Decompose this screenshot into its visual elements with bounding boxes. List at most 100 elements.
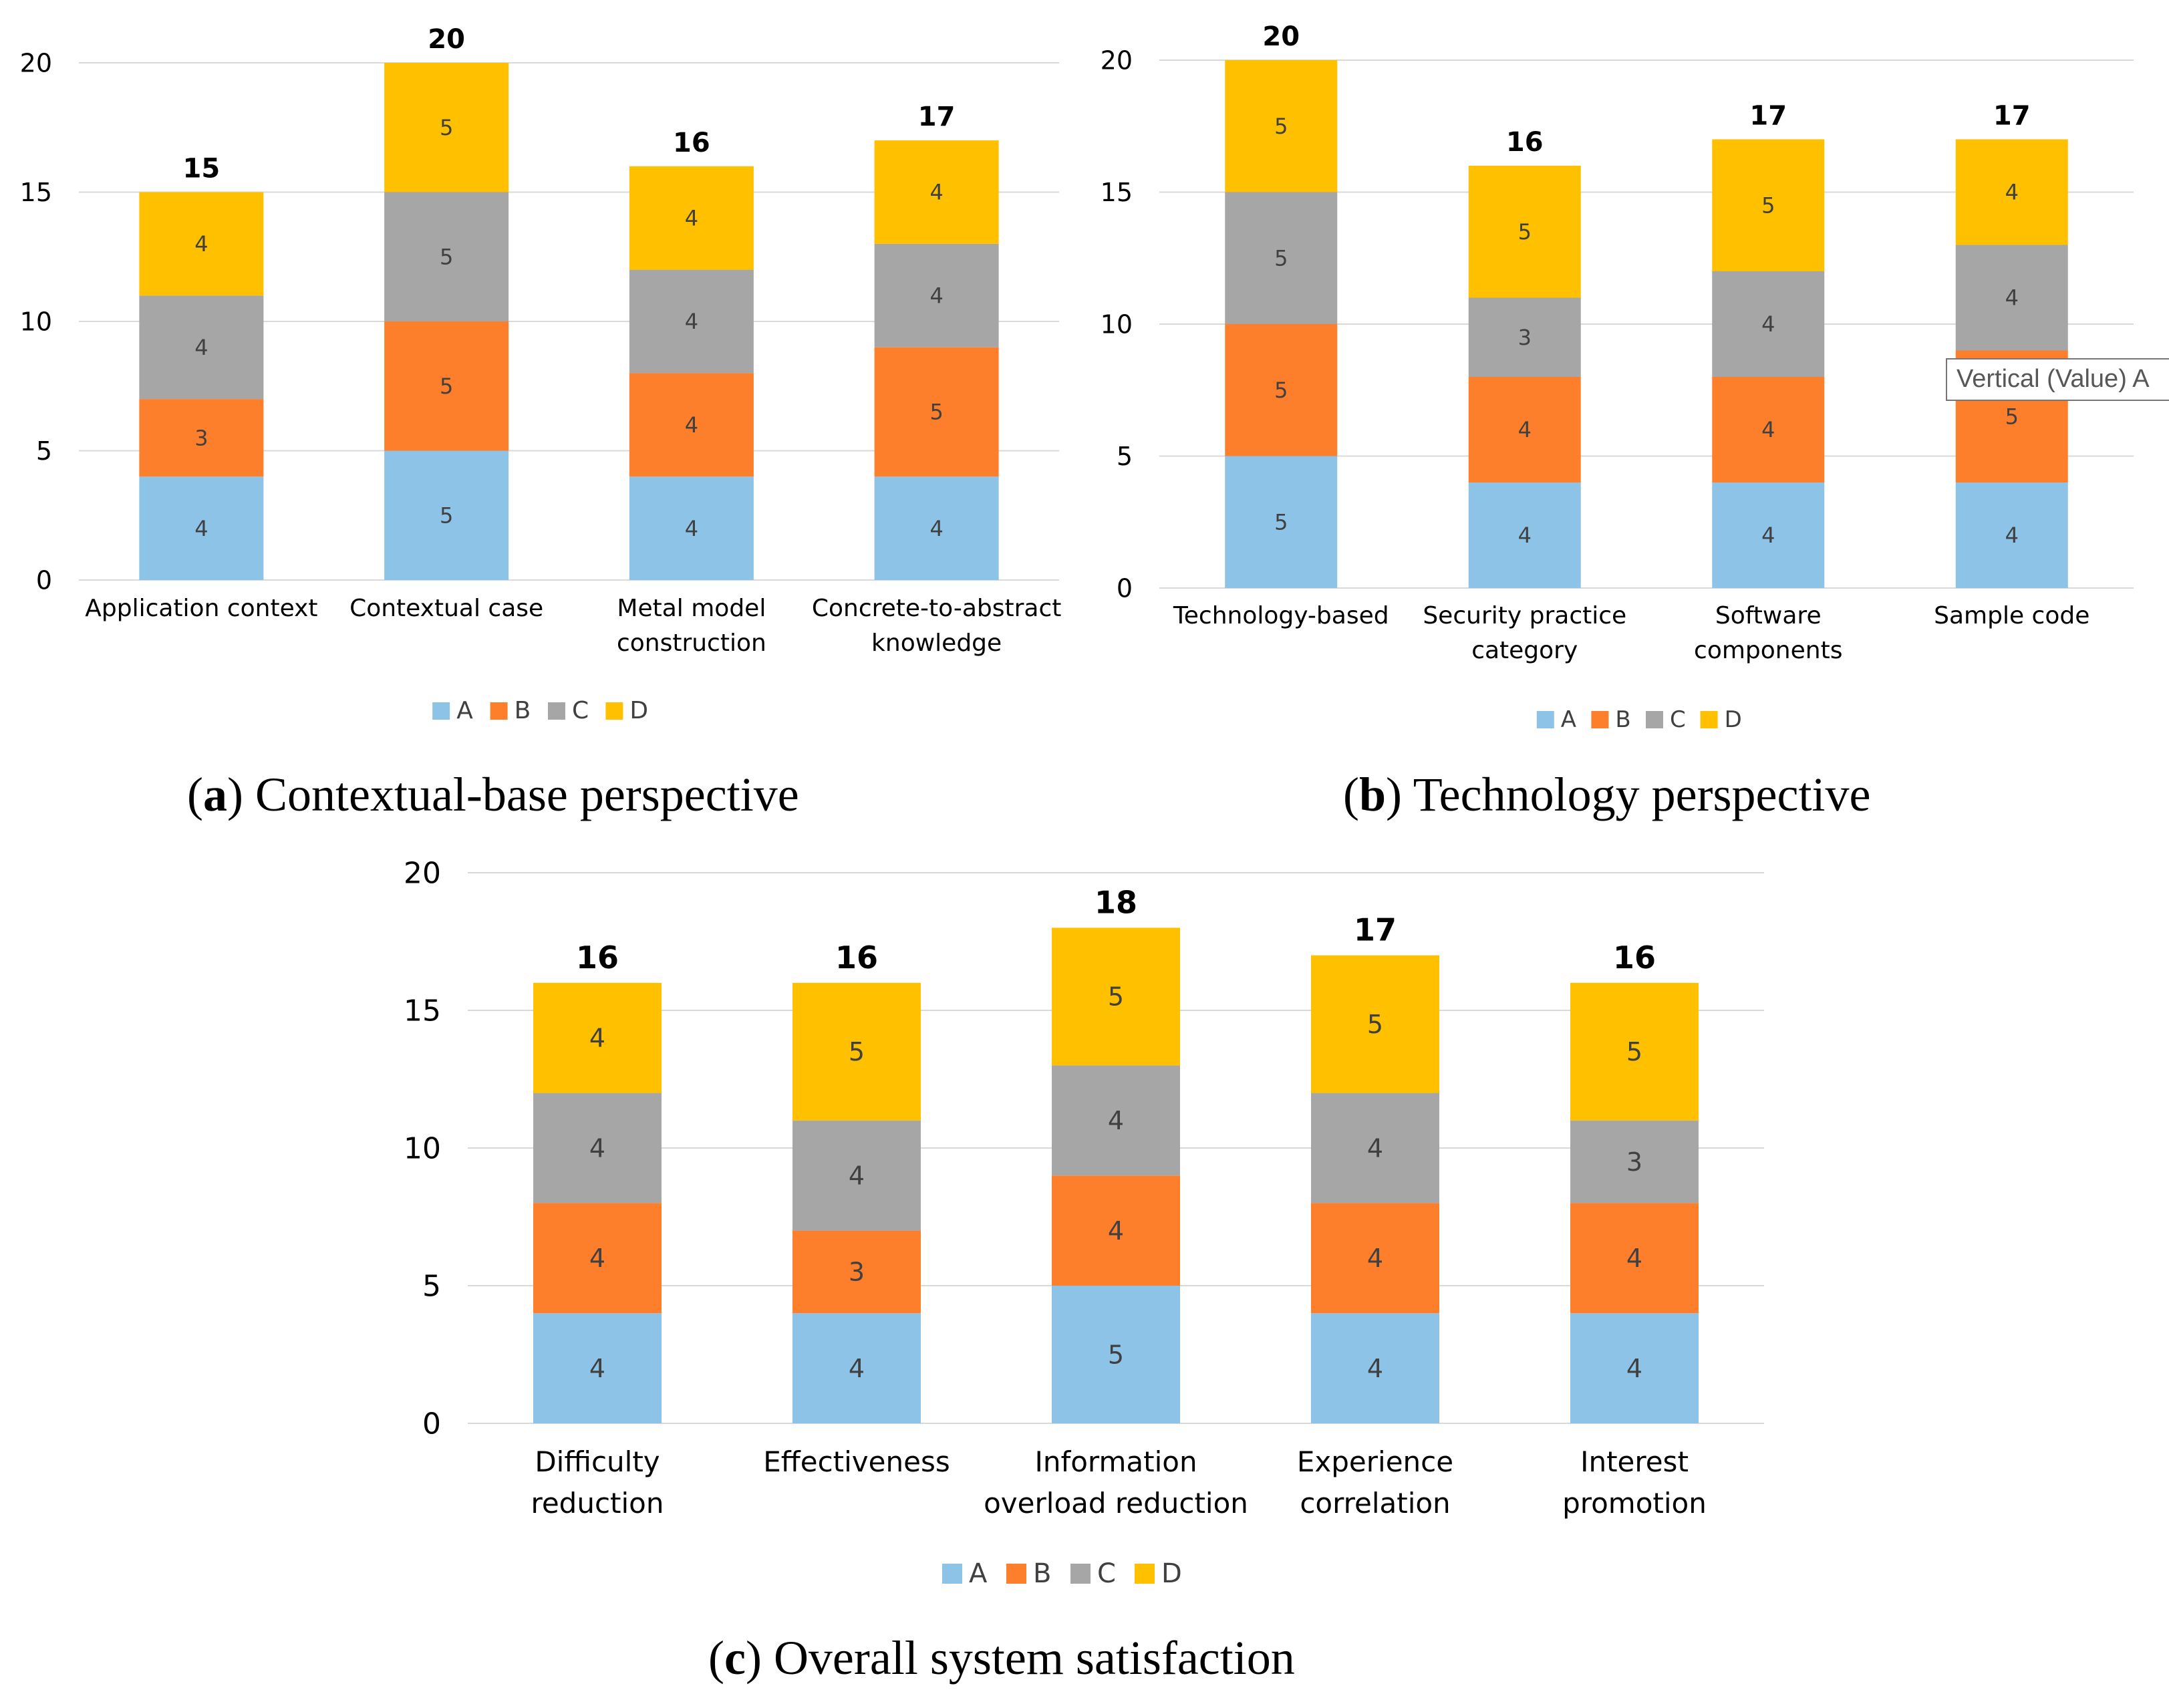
y-tick-label: 5 [36, 436, 52, 466]
legend-swatch-a [1536, 711, 1554, 728]
bar-segment-c [384, 192, 509, 321]
chart-c: 0 5 10 15 20 4 4 4 4 16 Difficulty reduction 4 3 4 5 16 E… [404, 856, 1764, 1589]
bar-segment-a [629, 476, 754, 580]
y-tick-label: 20 [404, 856, 441, 890]
legend-swatch-b [1591, 711, 1609, 728]
data-label: 5 [1274, 509, 1288, 535]
y-tick-label: 0 [1117, 573, 1133, 603]
chart-b: 0 5 10 15 20 5 5 5 5 20 Technology-based 4 4 3 5 16 Secu… [1101, 21, 2134, 733]
bar-segment-a [1225, 456, 1338, 588]
bar-segment-b [629, 373, 754, 477]
y-tick-label: 0 [36, 565, 52, 595]
y-tick-label: 10 [1101, 309, 1133, 339]
bar-segment-a [792, 1313, 921, 1423]
data-label: 4 [194, 335, 208, 360]
bar-segment-b [792, 1230, 921, 1314]
bar-segment-b [533, 1203, 662, 1314]
data-label: 5 [1626, 1037, 1642, 1066]
y-tick-label: 15 [404, 994, 441, 1028]
bar-segment-c [629, 269, 754, 374]
data-label: 4 [685, 412, 698, 438]
legend-swatch-c [1646, 711, 1663, 728]
legend-swatch-c [1070, 1564, 1091, 1584]
caption-c: (c) Overall system satisfaction [708, 1631, 1295, 1685]
total-label: 15 [183, 154, 221, 184]
total-label: 16 [1613, 940, 1656, 976]
category-label: Concrete-to-abstract knowledge [812, 595, 1062, 657]
data-label: 4 [929, 180, 943, 205]
data-label: 4 [849, 1354, 865, 1383]
data-label: 4 [2005, 285, 2019, 311]
data-label: 5 [440, 115, 453, 140]
data-label: 4 [2005, 523, 2019, 548]
legend-swatch-b [490, 702, 508, 720]
legend-swatch-a [942, 1564, 962, 1584]
category-label: Effectiveness [763, 1445, 950, 1478]
bar-segment-c [1712, 271, 1825, 377]
data-label: 3 [1626, 1147, 1642, 1177]
bar-segment-a [1570, 1313, 1699, 1423]
category-label: Technology-based [1173, 602, 1389, 629]
category-label: Interest promotion [1562, 1445, 1707, 1520]
y-tick-label: 20 [1101, 45, 1133, 75]
data-label: 4 [1367, 1133, 1383, 1163]
bar-segment-b [1468, 377, 1581, 482]
bar-segment-a [1052, 1286, 1180, 1423]
data-label: 3 [194, 425, 208, 450]
bar-segment-d [1468, 166, 1581, 298]
data-label: 5 [929, 400, 943, 425]
bar-segment-c [1570, 1120, 1699, 1203]
total-label: 16 [576, 940, 619, 976]
total-label: 17 [1749, 101, 1787, 132]
bar-segment-c [1468, 297, 1581, 377]
bar-segment-c [139, 295, 264, 400]
legend-swatch-b [1006, 1564, 1026, 1584]
data-label: 5 [440, 374, 453, 399]
data-label: 5 [849, 1037, 865, 1066]
data-label: 4 [1367, 1244, 1383, 1273]
data-label: 4 [1108, 1216, 1124, 1246]
data-label: 3 [1518, 325, 1532, 350]
y-tick-label: 5 [1117, 442, 1133, 471]
bar-segment-c [1052, 1065, 1180, 1176]
legend-label: C [1670, 706, 1686, 733]
bar-segment-c [533, 1093, 662, 1203]
bar-segment-d [139, 192, 264, 296]
bar-segment-a [1311, 1313, 1439, 1423]
data-label: 4 [589, 1354, 605, 1383]
data-label: 5 [1274, 114, 1288, 139]
total-label: 17 [1354, 912, 1397, 948]
legend-label: A [1561, 706, 1576, 733]
data-label: 4 [2005, 180, 2019, 205]
data-label: 4 [589, 1133, 605, 1163]
y-tick-label: 5 [422, 1269, 441, 1303]
bar-segment-a [1712, 482, 1825, 588]
bar-segment-a [384, 450, 509, 580]
bar-segment-d [1311, 955, 1439, 1093]
legend-label: D [1161, 1558, 1182, 1589]
bar-segment-a [533, 1313, 662, 1423]
bar-segment-d [1225, 60, 1338, 192]
bar-segment-d [1955, 139, 2068, 245]
category-label: Software components [1694, 602, 1842, 664]
bar-segment-c [1955, 245, 2068, 351]
caption-a: (a) Contextual-base perspective [187, 768, 799, 821]
bar-segment-b [384, 321, 509, 451]
data-label: 5 [1274, 378, 1288, 403]
chart-panel-b: 0 5 10 15 20 5 5 5 5 20 Technology-based 4 4 3 5 16 Secu… [1084, 0, 2169, 735]
category-label: Difficulty reduction [531, 1445, 664, 1520]
total-label: 16 [673, 128, 710, 158]
bar-segment-d [1570, 982, 1699, 1121]
bar-segment-d [1712, 139, 1825, 271]
category-label: Metal model construction [617, 595, 766, 657]
legend-swatch-c [548, 702, 565, 720]
data-label: 4 [1761, 417, 1775, 442]
legend-label: A [456, 697, 473, 724]
data-label: 5 [1367, 1010, 1383, 1039]
bar-segment-d [792, 982, 921, 1121]
category-label: Information overload reduction [984, 1445, 1248, 1520]
bar-segment-b [1052, 1175, 1180, 1286]
data-label: 5 [1518, 219, 1532, 245]
data-label: 4 [194, 516, 208, 541]
bar-segment-d [629, 166, 754, 270]
